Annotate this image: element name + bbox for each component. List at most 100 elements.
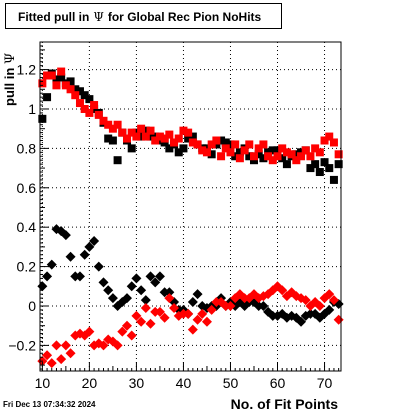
data-point: [99, 116, 108, 125]
data-point: [137, 124, 146, 133]
y-tick-label: 0.6: [17, 180, 37, 196]
data-point: [226, 140, 235, 149]
data-point: [268, 156, 277, 165]
data-point: [273, 146, 282, 155]
data-point: [179, 126, 188, 135]
x-tick-label: 30: [129, 375, 145, 391]
data-point: [75, 99, 84, 108]
data-point: [47, 71, 56, 80]
data-point: [141, 132, 150, 141]
data-point: [301, 146, 310, 155]
data-point: [60, 340, 71, 351]
data-point: [150, 277, 161, 288]
data-point: [51, 340, 62, 351]
data-point: [66, 77, 75, 86]
data-point: [126, 330, 137, 341]
y-tick-label: −0.2: [8, 337, 36, 353]
data-point: [277, 285, 288, 296]
data-point: [155, 132, 164, 141]
data-point: [328, 295, 339, 306]
data-point: [249, 152, 258, 161]
data-point: [292, 150, 301, 159]
data-point: [89, 235, 100, 246]
data-point: [56, 354, 67, 365]
data-point: [300, 295, 311, 306]
data-point: [46, 358, 57, 369]
data-point: [193, 140, 202, 149]
data-point: [254, 144, 263, 153]
data-point: [160, 134, 169, 143]
series-3: [37, 281, 344, 369]
data-point: [282, 160, 291, 169]
data-point: [320, 136, 329, 145]
y-tick-label: 1: [28, 101, 36, 117]
data-point: [187, 324, 198, 335]
data-point: [202, 148, 211, 157]
data-point: [112, 340, 123, 351]
data-point: [71, 85, 80, 94]
title-suffix: for Global Rec Pion NoHits: [107, 10, 262, 24]
data-point: [259, 140, 268, 149]
data-point: [103, 285, 114, 296]
data-point: [90, 101, 99, 110]
data-point: [57, 73, 66, 82]
data-point: [297, 152, 306, 161]
data-point: [66, 85, 75, 94]
data-point: [188, 132, 197, 141]
data-point: [311, 160, 320, 169]
y-tick-label: 0: [28, 298, 36, 314]
series-1: [38, 67, 343, 165]
data-point: [334, 150, 343, 159]
data-point: [282, 148, 291, 157]
data-point: [85, 108, 94, 117]
data-point: [201, 316, 212, 327]
data-point: [131, 310, 142, 321]
data-point: [154, 271, 165, 282]
data-point: [174, 134, 183, 143]
data-point: [113, 120, 122, 129]
data-point: [217, 136, 226, 145]
data-point: [207, 140, 216, 149]
x-tick-label: 70: [317, 375, 333, 391]
data-point: [306, 164, 315, 173]
data-point: [42, 350, 53, 361]
data-point: [137, 132, 146, 141]
data-point: [165, 144, 174, 153]
data-point: [287, 150, 296, 159]
data-point: [324, 304, 335, 315]
data-point: [206, 304, 217, 315]
data-point: [65, 348, 76, 359]
y-axis-psi-symbol: Ψ: [3, 52, 18, 65]
data-point: [74, 271, 85, 282]
data-point: [132, 132, 141, 141]
data-point: [258, 300, 269, 311]
data-point: [225, 300, 236, 311]
data-point: [60, 230, 71, 241]
data-point: [188, 138, 197, 147]
data-point: [75, 87, 84, 96]
data-point: [80, 91, 89, 100]
data-point: [334, 160, 343, 169]
data-point: [314, 300, 325, 311]
data-point: [104, 120, 113, 129]
data-point: [165, 130, 174, 139]
data-point: [329, 175, 338, 184]
data-point: [108, 124, 117, 133]
data-point: [98, 340, 109, 351]
data-point: [184, 134, 193, 143]
data-point: [57, 67, 66, 76]
data-point: [140, 295, 151, 306]
data-point: [174, 148, 183, 157]
data-point: [235, 154, 244, 163]
data-point: [52, 81, 61, 90]
data-point: [231, 140, 240, 149]
data-point: [264, 152, 273, 161]
data-point: [245, 140, 254, 149]
data-points: [37, 67, 344, 369]
timestamp-label: Fri Dec 13 07:34:32 2024: [3, 400, 96, 409]
grid-lines: [40, 42, 341, 371]
data-point: [268, 146, 277, 155]
data-point: [329, 138, 338, 147]
data-point: [278, 154, 287, 163]
